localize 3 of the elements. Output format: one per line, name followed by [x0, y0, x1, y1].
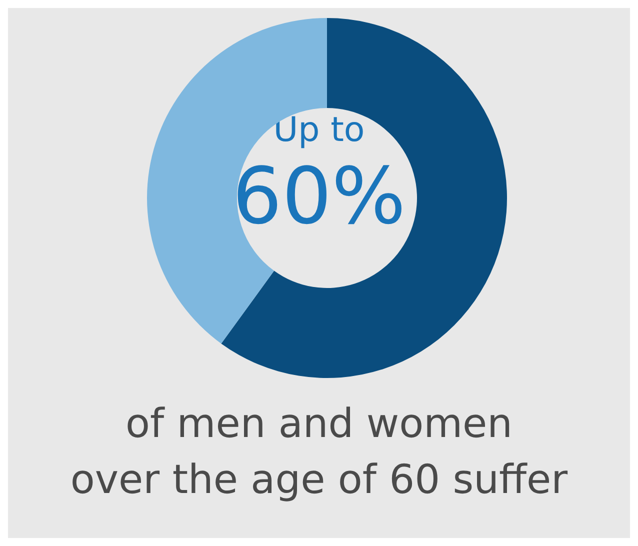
text: 60%	[232, 152, 406, 242]
text: of men and women	[126, 401, 512, 447]
text: over the age of 60 suffer	[70, 457, 568, 503]
